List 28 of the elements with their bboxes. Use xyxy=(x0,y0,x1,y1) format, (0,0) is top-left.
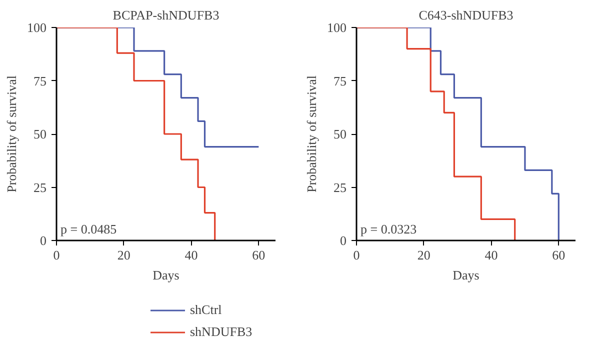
legend-label: shCtrl xyxy=(190,302,222,318)
y-tick-label: 100 xyxy=(327,20,346,35)
y-tick-label: 0 xyxy=(40,233,46,248)
y-tick-label: 25 xyxy=(34,180,46,195)
annotation: p = 0.0323 xyxy=(360,222,417,236)
y-tick-label: 75 xyxy=(334,73,346,88)
y-axis-title: Probability of survival xyxy=(4,75,19,192)
x-tick-label: 0 xyxy=(353,248,360,262)
y-tick-label: 0 xyxy=(340,233,346,248)
x-tick-label: 60 xyxy=(252,248,266,262)
y-tick-label: 50 xyxy=(334,126,346,142)
y-tick-label: 50 xyxy=(34,126,46,142)
legend-label: shNDUFB3 xyxy=(190,324,252,340)
x-tick-label: 0 xyxy=(53,248,60,262)
x-axis-title: Days xyxy=(152,268,180,282)
annotation: p = 0.0485 xyxy=(60,222,117,236)
x-tick-label: 40 xyxy=(184,248,198,262)
y-tick-label: 25 xyxy=(334,180,346,195)
y-axis-title: Probability of survival xyxy=(304,75,319,192)
chart-title: C643-shNDUFB3 xyxy=(418,8,514,22)
y-tick-label: 75 xyxy=(34,73,46,88)
x-tick-label: 60 xyxy=(552,248,566,262)
x-tick-label: 20 xyxy=(417,248,430,262)
y-tick-label: 100 xyxy=(27,20,46,35)
x-tick-label: 20 xyxy=(117,248,130,262)
x-tick-label: 40 xyxy=(484,248,498,262)
chart-title: BCPAP-shNDUFB3 xyxy=(112,8,220,22)
x-axis-title: Days xyxy=(452,268,480,282)
